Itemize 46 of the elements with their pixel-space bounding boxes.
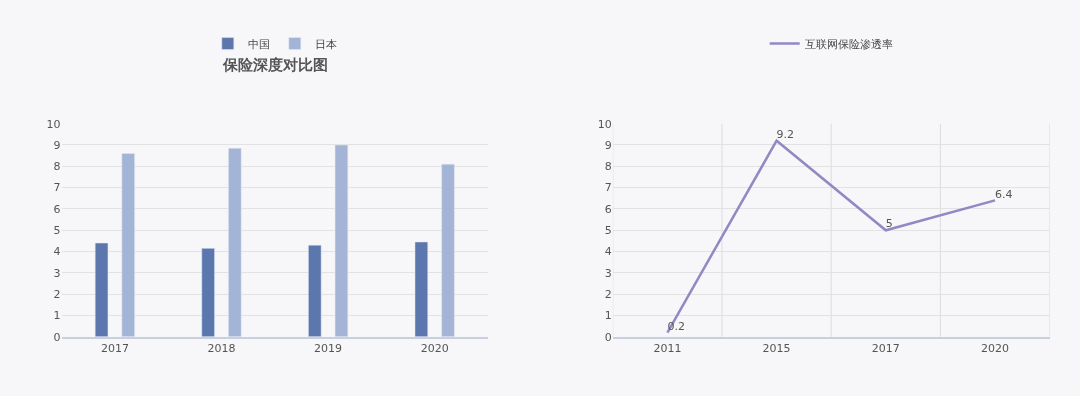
x-tick-label: 2011	[653, 342, 682, 356]
legend-label: 日本	[314, 37, 337, 51]
x-tick-label: 2020	[981, 342, 1009, 356]
y-tick-label: 7	[604, 181, 612, 195]
y-tick-label: 5	[53, 224, 61, 238]
y-tick-label: 0	[604, 330, 612, 344]
y-tick-label: 9	[53, 138, 61, 152]
y-tick-label: 4	[604, 245, 612, 259]
x-tick-label: 2019	[314, 342, 343, 356]
bar	[334, 144, 349, 337]
bar	[308, 244, 322, 337]
y-tick-label: 9	[604, 138, 612, 152]
bar	[414, 241, 429, 337]
y-tick-label: 4	[53, 245, 61, 259]
bar	[201, 248, 215, 337]
y-tick-label: 1	[604, 309, 612, 323]
y-tick-label: 7	[53, 181, 61, 195]
x-tick-label: 2017	[871, 342, 900, 356]
y-tick-label: 1	[53, 309, 61, 323]
bar	[228, 147, 242, 337]
y-tick-label: 2	[604, 288, 612, 302]
y-tick-label: 8	[604, 160, 612, 174]
chart-title: 保险深度对比图	[222, 56, 328, 74]
y-tick-label: 0	[53, 330, 61, 344]
bar	[441, 163, 455, 337]
bar	[94, 242, 109, 337]
line-series	[666, 139, 997, 334]
y-tick-label: 3	[53, 266, 61, 280]
y-tick-label: 5	[604, 224, 612, 238]
data-label: 9.2	[776, 127, 795, 141]
x-tick-label: 2017	[100, 342, 129, 356]
y-tick-label: 6	[604, 202, 612, 216]
legend-label: 互联网保险渗透率	[804, 37, 893, 51]
y-tick-label: 10	[46, 117, 61, 131]
y-tick-label: 10	[597, 117, 612, 131]
data-label: 6.4	[995, 187, 1013, 201]
y-tick-label: 3	[604, 266, 612, 280]
bar	[121, 153, 135, 337]
x-tick-label: 2018	[207, 342, 236, 356]
x-tick-label: 2015	[762, 342, 791, 356]
y-tick-label: 8	[53, 160, 61, 174]
data-label: 5	[885, 217, 893, 231]
legend-label: 中国	[247, 37, 270, 51]
x-tick-label: 2020	[420, 342, 449, 356]
y-tick-label: 2	[53, 288, 61, 302]
y-tick-label: 6	[53, 202, 61, 216]
